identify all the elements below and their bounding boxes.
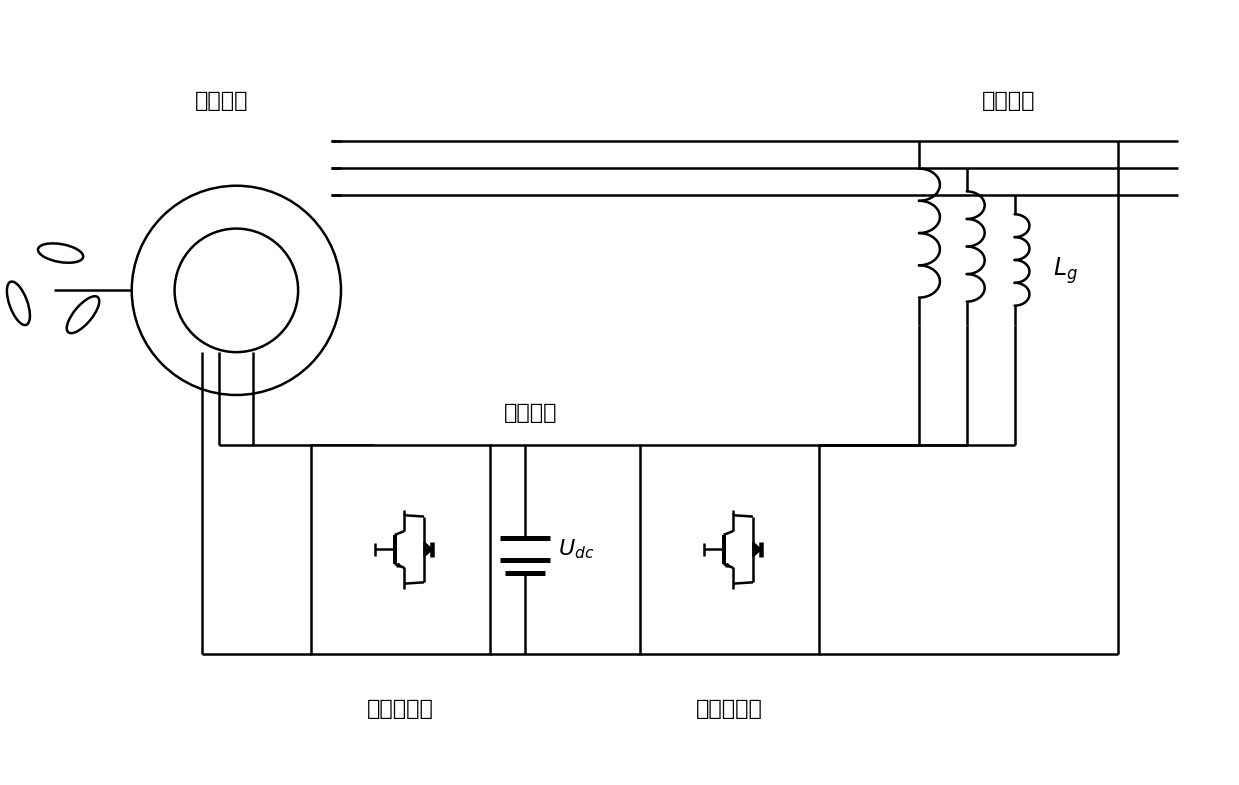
Text: 交流电网: 交流电网 [981,91,1036,111]
Circle shape [131,186,341,395]
Text: $L_g$: $L_g$ [1053,255,1078,286]
Circle shape [175,228,299,352]
Polygon shape [396,564,401,567]
Ellipse shape [38,243,83,263]
Ellipse shape [67,296,99,333]
Text: 网侧变流器: 网侧变流器 [696,699,763,719]
Text: 机侧变流器: 机侧变流器 [367,699,434,719]
Polygon shape [753,542,761,557]
Polygon shape [424,542,432,557]
Text: $U_{dc}$: $U_{dc}$ [559,538,595,561]
Polygon shape [726,564,730,567]
Text: 双馈风机: 双馈风机 [195,91,248,111]
Ellipse shape [7,282,30,325]
Bar [311,445,491,654]
Text: 直流母线: 直流母线 [503,403,558,423]
Bar [639,445,819,654]
